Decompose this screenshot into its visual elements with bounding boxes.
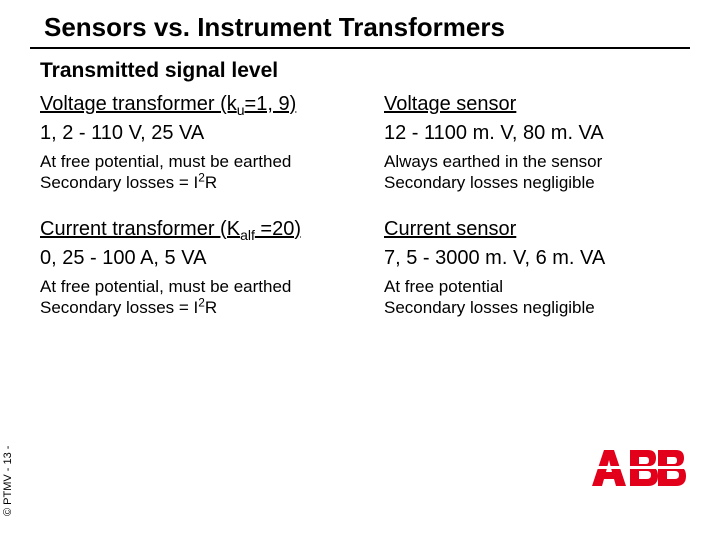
current-transformer-spec: 0, 25 - 100 A, 5 VA — [40, 247, 366, 270]
comparison-grid: Voltage transformer (ku=1, 9) Voltage se… — [40, 93, 684, 336]
current-sensor-spec: 7, 5 - 3000 m. V, 6 m. VA — [384, 247, 684, 270]
voltage-transformer-heading: Voltage transformer (ku=1, 9) — [40, 93, 366, 116]
current-transformer-note: At free potential, must be earthedSecond… — [40, 276, 366, 319]
voltage-transformer-spec: 1, 2 - 110 V, 25 VA — [40, 122, 366, 145]
abb-logo — [590, 448, 686, 488]
section-subtitle: Transmitted signal level — [40, 59, 684, 83]
voltage-sensor-spec: 12 - 1100 m. V, 80 m. VA — [384, 122, 684, 145]
voltage-sensor-note: Always earthed in the sensorSecondary lo… — [384, 151, 684, 194]
voltage-sensor-heading: Voltage sensor — [384, 93, 684, 116]
voltage-transformer-note: At free potential, must be earthedSecond… — [40, 151, 366, 194]
current-sensor-note: At free potentialSecondary losses neglig… — [384, 276, 684, 319]
current-transformer-heading: Current transformer (Kalf =20) — [40, 218, 366, 241]
page-title: Sensors vs. Instrument Transformers — [0, 0, 720, 47]
content-area: Transmitted signal level Voltage transfo… — [0, 49, 720, 336]
footer-copyright: © PTMV - 13 - — [2, 446, 14, 516]
current-sensor-heading: Current sensor — [384, 218, 684, 241]
